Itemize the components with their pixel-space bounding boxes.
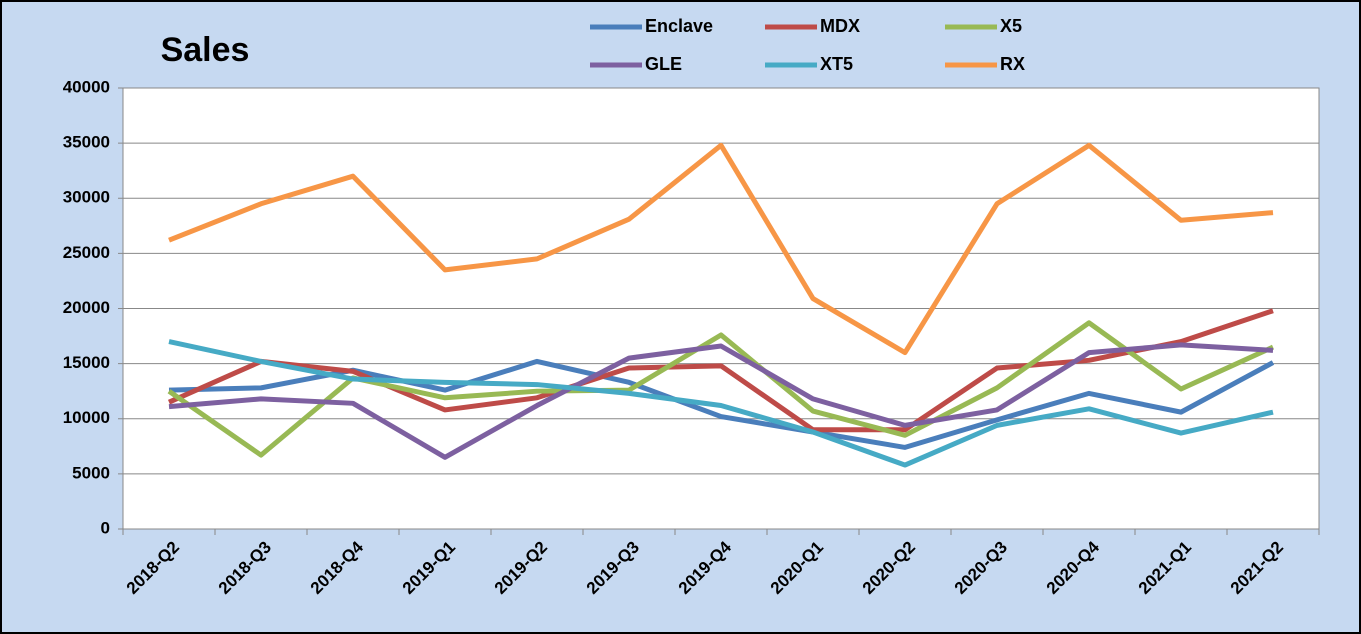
y-tick-label: 25000 (63, 243, 110, 262)
y-tick-label: 10000 (63, 408, 110, 427)
legend-label: X5 (1000, 16, 1022, 36)
y-tick-label: 15000 (63, 353, 110, 372)
y-tick-label: 30000 (63, 188, 110, 207)
y-tick-label: 35000 (63, 133, 110, 152)
series-line (167, 308, 1274, 433)
legend-label: MDX (820, 16, 860, 36)
y-tick-label: 0 (101, 518, 110, 537)
series-line (168, 339, 1274, 468)
legend-label: RX (1000, 54, 1025, 74)
y-tick-label: 5000 (72, 463, 110, 482)
legend-label: GLE (645, 54, 682, 74)
legend-label: Enclave (645, 16, 713, 36)
chart-title: Sales (161, 31, 250, 69)
legend-label: XT5 (820, 54, 853, 74)
y-tick-label: 40000 (63, 77, 110, 96)
series-line (168, 342, 1274, 460)
series-line (168, 142, 1274, 356)
y-tick-label: 20000 (63, 298, 110, 317)
